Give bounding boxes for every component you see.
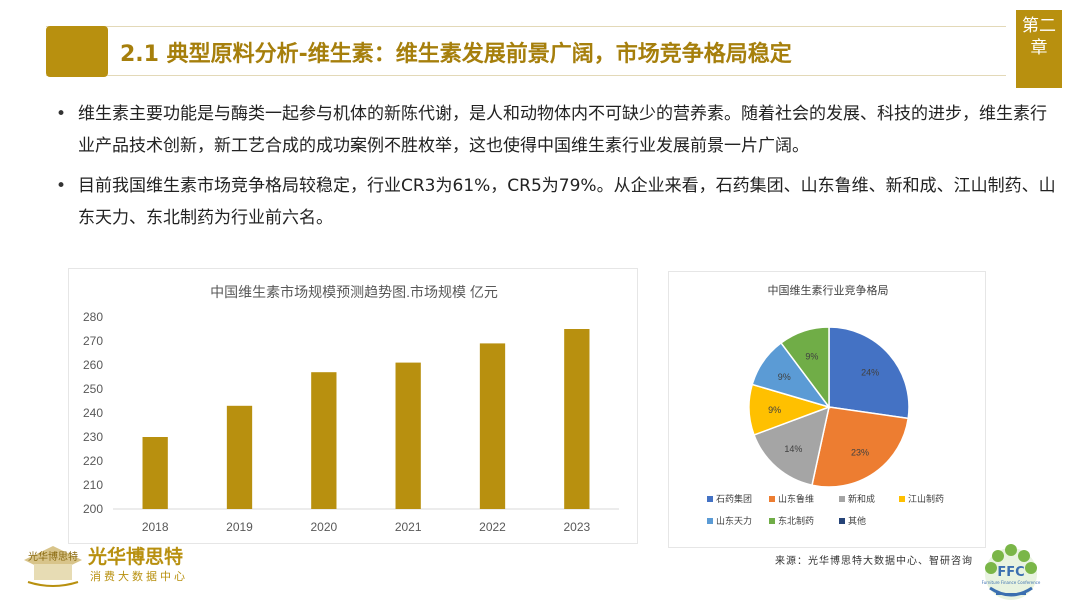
y-tick-label: 240 (83, 406, 103, 420)
legend-label: 其他 (848, 515, 866, 526)
company-name: 光华博思特 (88, 546, 184, 568)
x-tick-label: 2022 (479, 520, 506, 534)
bar-chart: 中国维生素市场规模预测趋势图.市场规模 亿元 200 210 220 230 240 250… (83, 284, 619, 534)
bar-chart-title: 中国维生素市场规模预测趋势图.市场规模 亿元 (210, 284, 498, 300)
bullet-item: 目前我国维生素市场竞争格局较稳定，行业CR3为61%，CR5为79%。从企业来看… (56, 170, 1056, 234)
bar-2018 (142, 437, 168, 509)
title-bar: 2.1 典型原料分析-维生素：维生素发展前景广阔，市场竞争格局稳定 (46, 26, 1006, 77)
y-tick-label: 280 (83, 310, 103, 324)
legend-label: 东北制药 (778, 515, 814, 526)
bullet-list: 维生素主要功能是与酶类一起参与机体的新陈代谢，是人和动物体内不可缺少的营养素。随… (56, 98, 1056, 242)
legend-swatch (839, 518, 845, 524)
y-tick-label: 200 (83, 502, 103, 516)
pie-slice-label: 9% (778, 372, 791, 382)
legend-label: 江山制药 (908, 493, 944, 504)
y-tick-label: 260 (83, 358, 103, 372)
x-tick-label: 2019 (226, 520, 253, 534)
x-tick-label: 2021 (395, 520, 422, 534)
bar-2020 (311, 372, 337, 509)
pie-slice-5 (780, 326, 830, 410)
pie-slice-0 (828, 326, 910, 420)
pie-slice-label: 24% (861, 367, 879, 377)
legend-swatch (769, 518, 775, 524)
bar-2019 (226, 405, 253, 509)
bar-chart-panel: 中国维生素市场规模预测趋势图.市场规模 亿元 200 210 220 230 240 250… (68, 268, 638, 544)
ffc-logo-subtext: Furniture Finance Conference (982, 580, 1041, 585)
bar-2023 (564, 329, 590, 509)
x-tick-label: 2018 (142, 520, 169, 534)
company-logo: 光华博思特 光华博思特 消费大数据中心 (18, 540, 208, 590)
source-note: 来源：光华博思特大数据中心、智研咨询 (775, 556, 973, 567)
legend-label: 山东鲁维 (778, 493, 814, 504)
company-subtitle: 消费大数据中心 (90, 570, 188, 583)
bullet-item: 维生素主要功能是与酶类一起参与机体的新陈代谢，是人和动物体内不可缺少的营养素。随… (56, 98, 1056, 162)
legend-label: 石药集团 (716, 493, 752, 504)
y-tick-label: 270 (83, 334, 103, 348)
legend-label: 新和成 (848, 493, 875, 504)
x-tick-label: 2020 (310, 520, 337, 534)
pie-chart-title: 中国维生素行业竞争格局 (768, 283, 889, 297)
legend-label: 山东天力 (716, 515, 752, 526)
ffc-logo-text: FFC (997, 565, 1024, 580)
pie-slice-1 (811, 406, 910, 488)
bar-2022 (479, 343, 506, 509)
page-title: 2.1 典型原料分析-维生素：维生素发展前景广阔，市场竞争格局稳定 (120, 42, 792, 67)
y-tick-label: 220 (83, 454, 103, 468)
chapter-tab: 第二章 (1016, 10, 1062, 88)
pie-slice-label: 9% (768, 405, 781, 415)
legend-swatch (769, 496, 775, 502)
y-tick-label: 230 (83, 430, 103, 444)
company-emblem-icon: 光华博思特 (24, 546, 82, 587)
pie-slice-label: 14% (784, 444, 802, 454)
legend-swatch (707, 496, 713, 502)
bar-2021 (395, 362, 421, 509)
y-tick-label: 210 (83, 478, 103, 492)
emblem-text: 光华博思特 (28, 550, 78, 563)
ffc-logo-icon: FFC Furniture Finance Conference (982, 544, 1041, 600)
x-tick-label: 2023 (563, 520, 590, 534)
pie-chart-panel: 中国维生素行业竞争格局 24% 23% 14% 9% 9% 9% 石药集团 山东鲁维 新和成 江山制… (668, 271, 986, 548)
pie-slice-label: 9% (805, 351, 818, 361)
pie-slice-label: 23% (851, 448, 869, 458)
pie-slice-2 (753, 405, 831, 487)
legend-swatch (707, 518, 713, 524)
legend-swatch (899, 496, 905, 502)
pie-chart: 中国维生素行业竞争格局 24% 23% 14% 9% 9% 9% 石药集团 山东鲁维 新和成 江山制… (707, 283, 944, 526)
title-accent-block (46, 26, 108, 77)
legend-swatch (839, 496, 845, 502)
y-tick-label: 250 (83, 382, 103, 396)
